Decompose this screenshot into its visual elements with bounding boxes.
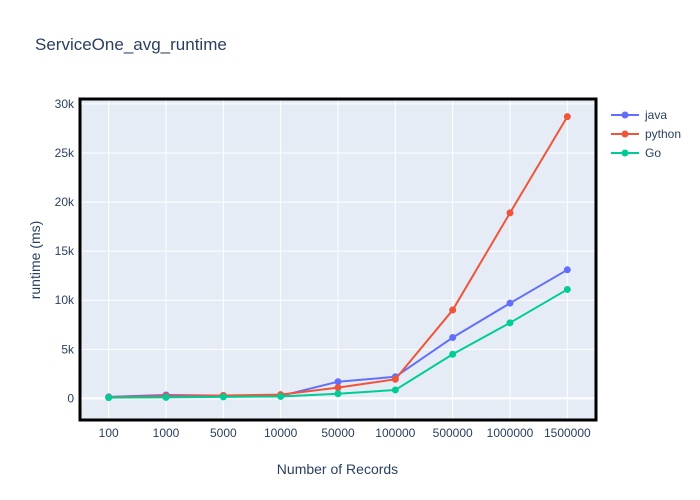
- x-tick-label: 1000000: [487, 426, 534, 440]
- go-legend-marker: [621, 149, 629, 157]
- go-data-point: [506, 319, 514, 327]
- y-tick-label: 5k: [61, 342, 75, 356]
- legend: java python Go: [611, 108, 681, 160]
- x-tick-label: 50000: [321, 426, 355, 440]
- python-data-point: [506, 209, 514, 217]
- go-data-point: [219, 393, 227, 401]
- x-tick-label: 100: [99, 426, 119, 440]
- python-data-point: [449, 306, 457, 314]
- java-legend-marker: [621, 111, 629, 119]
- x-axis-title: Number of Records: [277, 461, 398, 477]
- y-tick-label: 25k: [55, 146, 75, 160]
- java-legend-item: java: [611, 108, 667, 122]
- y-tick-label: 30k: [55, 97, 75, 111]
- y-tick-label: 20k: [55, 195, 75, 209]
- java-data-point: [506, 299, 514, 307]
- go-data-point: [162, 393, 170, 401]
- go-data-point: [334, 390, 342, 398]
- python-data-point: [563, 113, 571, 121]
- y-tick-label: 10k: [55, 293, 75, 307]
- go-legend-label: Go: [645, 146, 661, 160]
- x-tick-label: 500000: [433, 426, 473, 440]
- python-legend-label: python: [645, 127, 681, 141]
- plot-border: [78, 97, 598, 422]
- x-tick-label: 1500000: [544, 426, 591, 440]
- java-data-point: [563, 266, 571, 274]
- java-data-point: [449, 334, 457, 342]
- python-data-point: [391, 375, 399, 383]
- python-legend-marker: [621, 130, 629, 138]
- x-tick-label: 5000: [210, 426, 237, 440]
- go-data-point: [563, 285, 571, 293]
- x-tick-label: 1000: [153, 426, 180, 440]
- java-data-point: [334, 378, 342, 386]
- python-legend-item: python: [611, 127, 681, 141]
- y-tick-label: 0: [67, 391, 74, 405]
- y-axis-title: runtime (ms): [27, 221, 43, 300]
- java-legend-label: java: [644, 108, 667, 122]
- chart-title: ServiceOne_avg_runtime: [35, 35, 227, 54]
- plot-area: 0 5k 10k 15k 20k 25k 30k 100 1000 5000 10000 50000 1…: [55, 97, 598, 440]
- x-tick-label: 100000: [375, 426, 415, 440]
- go-data-point: [449, 350, 457, 358]
- y-tick-label: 15k: [55, 244, 75, 258]
- go-legend-item: Go: [611, 146, 661, 160]
- go-data-point: [391, 386, 399, 394]
- go-data-point: [105, 394, 113, 402]
- go-data-point: [277, 392, 285, 400]
- python-data-point: [334, 384, 342, 392]
- x-tick-label: 10000: [264, 426, 298, 440]
